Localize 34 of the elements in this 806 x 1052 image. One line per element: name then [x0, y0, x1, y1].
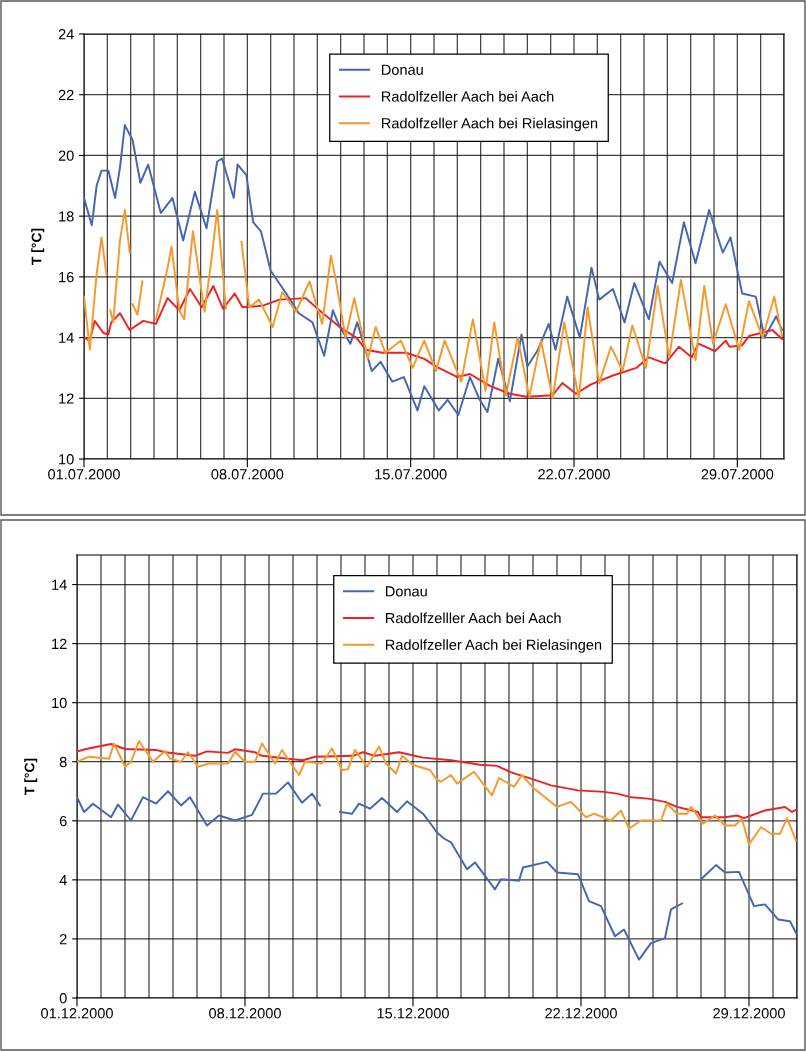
- legend-label: Radolfzelller Aach bei Aach: [385, 612, 561, 624]
- y-axis-title: T [°C]: [24, 758, 38, 795]
- y-axis-title: T [°C]: [31, 228, 45, 265]
- x-tick-label: 29.12.2000: [713, 1008, 785, 1019]
- x-tick-label: 22.07.2000: [538, 469, 610, 480]
- x-tick-label: 08.12.2000: [209, 1008, 281, 1019]
- x-tick-label: 29.07.2000: [701, 469, 774, 480]
- legend-label: Radolfzeller Aach bei Rielasingen: [385, 639, 602, 653]
- x-tick-label: 22.12.2000: [545, 1008, 617, 1019]
- x-tick-label: 15.12.2000: [377, 1008, 449, 1019]
- y-tick-label: 2: [59, 934, 67, 945]
- y-tick-label: 22: [58, 89, 74, 100]
- y-tick-label: 10: [59, 454, 74, 465]
- y-tick-label: 24: [58, 29, 74, 40]
- x-tick-label: 08.07.2000: [211, 469, 284, 480]
- y-tick-label: 6: [59, 815, 67, 827]
- y-tick-label: 14: [59, 332, 74, 343]
- x-tick-label: 15.07.2000: [375, 469, 447, 480]
- legend-label: Radolfzeller Aach bei Rielasingen: [381, 117, 598, 132]
- x-tick-label: 01.07.2000: [48, 469, 120, 480]
- y-tick-label: 20: [58, 150, 74, 161]
- y-tick-label: 8: [59, 756, 67, 768]
- y-tick-label: 12: [59, 393, 74, 404]
- legend-label: Donau: [381, 64, 423, 75]
- y-tick-label: 0: [59, 993, 67, 1004]
- y-tick-label: 4: [59, 875, 67, 886]
- legend-label: Donau: [385, 586, 427, 597]
- x-tick-label: 01.12.2000: [41, 1008, 113, 1019]
- legend-label: Radolfzeller Aach bei Aach: [381, 90, 554, 102]
- y-tick-label: 16: [59, 271, 74, 283]
- y-tick-label: 12: [52, 638, 67, 649]
- y-tick-label: 10: [52, 697, 67, 709]
- y-tick-label: 18: [59, 211, 74, 222]
- y-tick-label: 14: [52, 579, 67, 590]
